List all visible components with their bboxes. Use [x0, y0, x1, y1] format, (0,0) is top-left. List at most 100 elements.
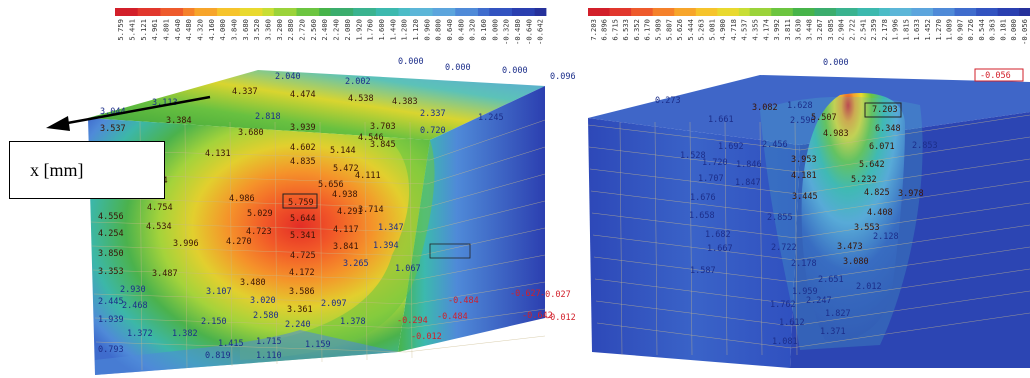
- right_labels-value-label: 1.959: [792, 287, 818, 297]
- grid-line: [792, 268, 1030, 305]
- grid-line: [791, 290, 1030, 327]
- left-scale-swatch: [455, 8, 468, 16]
- left_labels-value-label: 2.150: [201, 317, 227, 327]
- left-scale-tick-label: 3.520: [252, 19, 261, 41]
- right-scale-tick-label: 4.718: [729, 19, 738, 41]
- right-scale-swatch: [868, 8, 880, 16]
- left-value-labels: 2.040 2.002 0.000 0.000 0.000 0.096 4.337 4.474…: [98, 57, 576, 361]
- left_labels-value-label: 4.172: [289, 268, 315, 278]
- grid-line: [759, 121, 763, 356]
- left_labels-value-label: 0.096: [550, 72, 576, 82]
- left-scale-tick-label: 0.320: [468, 19, 477, 41]
- left-scale-swatch: [421, 8, 433, 16]
- left-scale-swatch: [387, 8, 399, 16]
- grid-line: [724, 121, 728, 356]
- left_labels-value-label: -0.027: [540, 290, 571, 300]
- right_labels-value-label: 6.348: [875, 124, 901, 134]
- left_labels-value-label: 3.537: [100, 124, 126, 134]
- grid-line: [184, 121, 188, 369]
- right-scale-swatch: [857, 8, 869, 16]
- left-block-top-face: [88, 70, 545, 140]
- grid-line: [793, 246, 1030, 283]
- left-color-scale: 5.759 5.441 5.121 4.961 4.801 4.640 4.480 4.320…: [115, 8, 547, 45]
- right-block-front-face: [588, 118, 800, 368]
- right-max-marker: [864, 102, 902, 118]
- left-scale-tick-label: 2.080: [343, 19, 352, 41]
- right_labels-value-label: 1.847: [735, 178, 761, 188]
- right-color-scale: 7.203 6.896 6.715 6.533 6.352 6.170 5.989 5.807…: [588, 8, 1030, 45]
- right_labels-value-label: 1.612: [779, 318, 805, 328]
- grid-line: [689, 121, 693, 356]
- right-scale-tick-label: 4.900: [718, 19, 727, 41]
- right-scale-swatch: [717, 8, 729, 16]
- left-scale-tick-label: 2.560: [309, 19, 318, 41]
- left_labels-value-label: 2.040: [275, 72, 301, 82]
- left-scale-tick-label: 4.801: [161, 19, 170, 41]
- left-scale-tick-label: 0.960: [422, 19, 431, 41]
- left_labels-value-label: 4.546: [358, 133, 384, 143]
- right-scale-swatch: [825, 8, 837, 16]
- left-scale-tick-label: 0.160: [479, 19, 488, 41]
- left-scale-tick-label: 4.320: [195, 19, 204, 41]
- left_labels-value-label: 5.759: [288, 198, 314, 208]
- right-scale-tick-label: 4.174: [761, 19, 770, 41]
- left_labels-value-label: -0.294: [397, 316, 428, 326]
- right-scale-swatch: [652, 8, 664, 16]
- left_labels-value-label: 5.644: [290, 214, 316, 224]
- left_labels-value-label: 1.382: [172, 329, 198, 339]
- left-scale-tick-label: 2.880: [286, 19, 295, 41]
- grid-line: [794, 121, 798, 356]
- left_labels-value-label: 5.029: [247, 209, 273, 219]
- right_labels-value-label: -0.056: [980, 71, 1011, 81]
- axis-callout: x [mm]: [9, 141, 165, 199]
- right-scale-tick-label: 1.089: [945, 19, 954, 41]
- left_labels-value-label: 3.020: [250, 296, 276, 306]
- left_labels-value-label: 2.337: [420, 109, 446, 119]
- grid-line: [408, 308, 546, 329]
- grid-line: [796, 180, 1030, 217]
- left_labels-value-label: 4.337: [232, 87, 258, 97]
- left-min-marker: [429, 243, 471, 259]
- left-scale-tick-label: -0.642: [536, 19, 545, 45]
- right_labels-value-label: 5.642: [859, 160, 885, 170]
- right-scale-tick-label: 2.541: [858, 19, 867, 41]
- right_labels-value-label: 2.853: [912, 141, 938, 151]
- grid-line: [790, 312, 1030, 349]
- left-scale-swatch: [523, 8, 536, 16]
- right_labels-value-label: 1.081: [772, 337, 798, 347]
- left_labels-value-label: 4.725: [290, 251, 316, 261]
- right_labels-value-label: 3.953: [791, 155, 817, 165]
- left_labels-value-label: 4.474: [290, 90, 316, 100]
- grid-line: [619, 121, 623, 356]
- left_labels-value-label: 3.841: [333, 242, 359, 252]
- grid-line: [593, 256, 795, 283]
- left-scale-swatch: [194, 8, 207, 16]
- left-scale-swatch: [466, 8, 479, 16]
- left-scale-tick-label: 2.400: [320, 19, 329, 41]
- right_labels-value-label: 1.692: [718, 142, 744, 152]
- right_labels-value-label: 1.661: [708, 115, 734, 125]
- left_labels-value-label: 1.394: [373, 241, 399, 251]
- left-scale-swatch: [307, 8, 320, 16]
- left_labels-value-label: 1.347: [378, 223, 404, 233]
- grid-line: [93, 293, 413, 305]
- grid-line: [89, 197, 425, 209]
- right-scale-swatch: [976, 8, 988, 16]
- left-scale-swatch: [319, 8, 331, 16]
- right-scale-tick-label: 1.270: [934, 19, 943, 41]
- left_labels-value-label: 4.986: [229, 194, 255, 204]
- right-cyan-halo: [760, 96, 923, 351]
- right-scale-tick-label: 3.811: [783, 19, 792, 41]
- left_labels-value-label: -0.484: [448, 296, 479, 306]
- left_labels-value-label: 4.556: [98, 212, 124, 222]
- right_labels-value-label: 1.846: [736, 160, 762, 170]
- right-scale-tick-label: 1.815: [901, 19, 910, 41]
- left_labels-value-label: 5.144: [330, 146, 356, 156]
- right_labels-value-label: 2.855: [767, 213, 793, 223]
- left-scale-tick-label: -0.640: [524, 19, 533, 45]
- grid-line: [794, 224, 1030, 261]
- left_labels-value-label: 2.240: [285, 320, 311, 330]
- right-block: 0.000 -0.056 7.203 6.348 0.273 3.082 1.628 1.66…: [587, 58, 1030, 368]
- right-scale-swatch: [631, 8, 643, 16]
- right_labels-value-label: 1.762: [770, 300, 796, 310]
